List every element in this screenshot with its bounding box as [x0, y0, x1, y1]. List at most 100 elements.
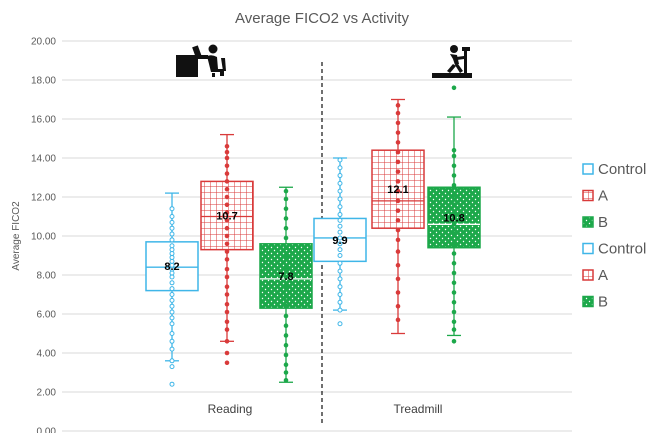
data-point [224, 292, 230, 297]
data-point [169, 331, 175, 336]
data-point [451, 309, 457, 315]
data-point [337, 268, 343, 274]
data-point [283, 303, 289, 309]
data-point [451, 163, 457, 169]
data-point [337, 173, 343, 179]
data-point [169, 358, 175, 364]
data-point [395, 208, 401, 213]
data-point [451, 192, 457, 198]
data-point [337, 212, 343, 218]
series-box-b-reading: 7.8 [259, 186, 313, 383]
data-point [451, 231, 457, 237]
data-point [337, 260, 343, 266]
legend-swatch [582, 295, 594, 308]
series-box-a-reading: 10.7 [200, 133, 254, 366]
data-point [337, 284, 343, 290]
data-point [395, 188, 401, 194]
data-point [337, 180, 343, 186]
person-on-treadmill-icon [432, 45, 472, 78]
data-point [283, 352, 289, 358]
data-point [395, 179, 401, 184]
data-point [337, 157, 343, 163]
legend-item-b: B [582, 294, 608, 311]
data-point [283, 188, 289, 194]
data-point [283, 235, 289, 241]
data-point [283, 323, 289, 329]
y-tick-label: 16.00 [31, 115, 56, 126]
mean-label: 10.7 [216, 211, 237, 223]
data-point [224, 249, 230, 254]
data-point [451, 147, 457, 153]
data-point [451, 153, 457, 159]
outlier-point [451, 85, 457, 91]
legend-swatch [582, 189, 594, 202]
data-point [169, 309, 175, 315]
data-point [395, 237, 401, 243]
data-point [395, 303, 401, 309]
series-box-b-treadmill: 10.8 [427, 85, 481, 344]
data-point [451, 260, 457, 266]
data-point [224, 186, 230, 192]
data-point [283, 362, 289, 368]
data-point [451, 290, 457, 295]
data-point [451, 270, 457, 276]
mean-label: 7.8 [278, 271, 293, 283]
legend-swatch [582, 216, 594, 228]
data-point [283, 294, 289, 299]
data-point [224, 284, 230, 290]
data-point [395, 130, 401, 135]
data-point [169, 292, 175, 297]
data-point [337, 253, 343, 258]
data-point [224, 155, 230, 161]
data-point [169, 297, 175, 303]
data-point [395, 276, 401, 282]
person-reading-at-desk-icon [176, 44, 226, 77]
data-point [283, 377, 289, 383]
data-point [224, 210, 230, 215]
legend-swatch [582, 242, 594, 255]
outlier-point [224, 360, 230, 366]
category-labels: Reading Treadmill [208, 402, 443, 416]
data-point [169, 251, 175, 257]
data-point [224, 327, 230, 332]
data-point [451, 299, 457, 305]
data-point [337, 299, 343, 305]
data-point [169, 321, 175, 327]
data-point [224, 319, 230, 325]
y-tick-label: 10.00 [31, 232, 56, 243]
mean-label: 8.2 [164, 261, 179, 273]
data-point [169, 225, 175, 231]
y-axis-label: Average FICO2 [11, 201, 22, 271]
data-point [395, 120, 401, 126]
data-point [451, 202, 457, 208]
data-point [169, 346, 175, 352]
data-point [395, 149, 401, 155]
data-point [451, 183, 457, 188]
legend-label: B [598, 294, 608, 311]
data-point [169, 303, 175, 309]
data-point [395, 317, 401, 323]
data-point [395, 290, 401, 295]
legend-label: A [598, 188, 608, 205]
legend-item-a: A [582, 267, 608, 284]
category-label: Reading [208, 402, 253, 416]
mean-label: 12.1 [387, 184, 408, 196]
data-point [224, 149, 230, 155]
data-point [283, 245, 289, 250]
data-point [395, 159, 401, 165]
data-point [224, 309, 230, 315]
y-tick-label: 0.00 [37, 427, 57, 433]
data-point [169, 315, 175, 321]
data-point [169, 280, 175, 286]
mean-label: 9.9 [332, 235, 347, 247]
y-tick-label: 18.00 [31, 76, 56, 87]
data-point [283, 274, 289, 280]
series-box-a-treadmill: 12.1 [371, 98, 425, 335]
series-box-control-treadmill: 9.9 [313, 157, 367, 327]
legend-label: A [598, 267, 608, 284]
data-point [337, 204, 343, 210]
data-point [224, 225, 230, 231]
data-point [395, 103, 401, 108]
